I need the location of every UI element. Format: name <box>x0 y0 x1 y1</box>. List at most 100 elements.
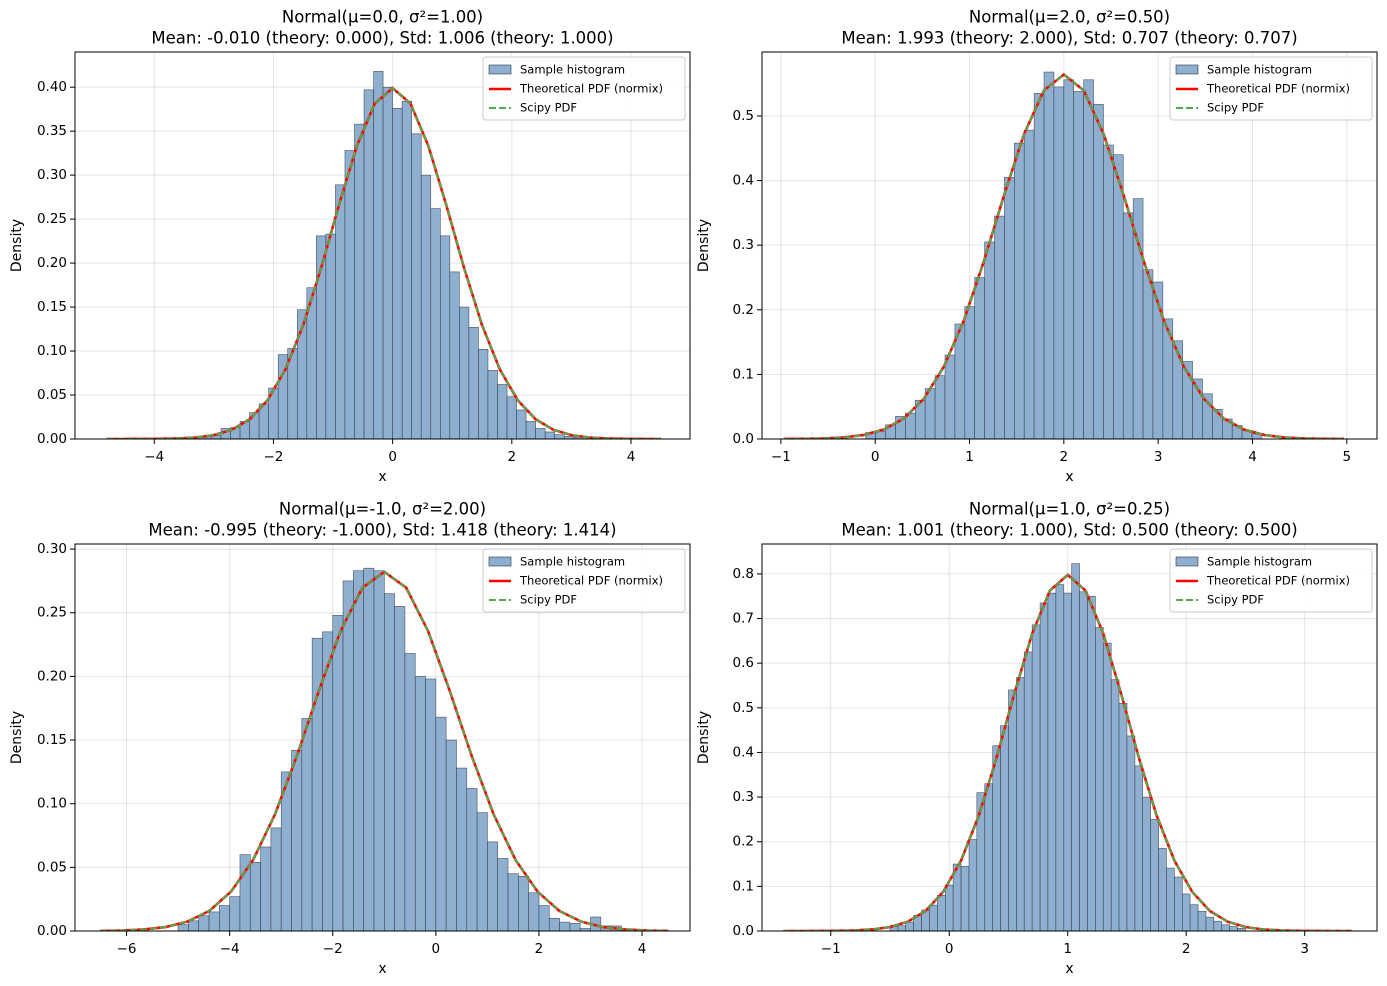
legend-label: Theoretical PDF (normix) <box>519 574 663 588</box>
histogram-bar <box>1014 142 1025 439</box>
y-tick-label: 0.40 <box>37 79 67 95</box>
legend-label: Scipy PDF <box>1207 593 1264 607</box>
chart-subtitle: Mean: 1.001 (theory: 1.000), Std: 0.500 … <box>841 521 1297 540</box>
axes-frame <box>761 51 1378 440</box>
x-tick-label: 3 <box>1300 941 1309 957</box>
histogram-bar <box>974 277 985 439</box>
histogram-bar <box>445 739 457 931</box>
histogram-bar <box>1087 595 1096 931</box>
histogram-bar <box>342 580 354 931</box>
y-tick-label: 0.30 <box>37 167 67 183</box>
y-tick-label: 0.5 <box>733 700 754 716</box>
chart-title: Normal(μ=-1.0, σ²=2.00) <box>279 500 486 519</box>
histogram-bar <box>1071 563 1080 931</box>
x-tick-label: 0 <box>388 449 397 465</box>
x-tick-label: −2 <box>263 449 283 465</box>
y-tick-label: 0.00 <box>37 923 67 939</box>
legend: Sample histogram Theoretical PDF (normix)… <box>482 548 686 613</box>
histogram-bar <box>411 133 422 439</box>
legend-box <box>482 56 686 121</box>
histogram-bar <box>525 421 536 439</box>
histogram-bar <box>960 865 970 931</box>
histogram-bar <box>353 570 364 931</box>
histogram-bar <box>1079 591 1088 931</box>
subplot: Normal(μ=1.0, σ²=0.25) Mean: 1.001 (theor… <box>696 500 1378 977</box>
histogram-bar <box>1221 924 1231 931</box>
histogram-bar <box>968 839 978 931</box>
legend-swatch <box>488 556 512 567</box>
histogram-bar <box>538 905 550 931</box>
histogram-bar <box>1063 592 1072 931</box>
histogram-bar <box>984 783 994 931</box>
legend-label: Sample histogram <box>520 63 625 77</box>
y-tick-label: 0.20 <box>37 255 67 271</box>
histogram-bar <box>425 678 437 931</box>
histogram-bar <box>954 323 966 439</box>
x-tick-label: 2 <box>535 941 544 957</box>
histogram-bar <box>270 827 282 931</box>
histogram-bar <box>934 375 946 439</box>
histogram-bar <box>1229 926 1238 931</box>
legend-swatch <box>1175 64 1199 75</box>
legend-label: Theoretical PDF (normix) <box>519 82 663 96</box>
chart-title: Normal(μ=1.0, σ²=0.25) <box>969 500 1170 519</box>
y-tick-label: 0.1 <box>733 366 754 382</box>
histogram-bar <box>249 861 261 931</box>
histogram-bar <box>569 923 581 931</box>
histogram-bar <box>414 676 426 931</box>
subplot: Normal(μ=0.0, σ²=1.00) Mean: -0.010 (theo… <box>9 8 691 485</box>
x-tick-label: 0 <box>432 941 441 957</box>
x-tick-label: −1 <box>771 449 791 465</box>
histogram-bar <box>1031 624 1041 931</box>
y-tick-label: 0.15 <box>37 732 67 748</box>
histogram-bar <box>478 348 489 439</box>
x-axis-label: x <box>378 961 386 977</box>
histogram-bar <box>466 788 478 931</box>
histogram-bar <box>1033 93 1045 439</box>
histogram-bar <box>905 921 914 931</box>
histogram-bar <box>394 606 406 931</box>
histogram-bar <box>456 767 468 931</box>
histogram-bar <box>1053 86 1065 439</box>
histogram-bar <box>518 875 529 931</box>
y-tick-label: 0.25 <box>37 211 67 227</box>
histogram-bar <box>229 896 241 931</box>
histogram-bar <box>945 884 954 931</box>
histogram-bar <box>1118 703 1128 931</box>
y-tick-label: 0.5 <box>733 108 754 124</box>
histogram-bar <box>1166 867 1175 931</box>
histogram-bar <box>1205 916 1215 931</box>
histogram-bar <box>1093 104 1104 439</box>
histogram-bar <box>373 570 385 931</box>
histogram-bar <box>507 873 519 931</box>
histogram-bar <box>1000 725 1009 931</box>
x-tick-label: 2 <box>1060 449 1069 465</box>
axes-frame <box>761 543 1378 932</box>
histogram-bar <box>1063 79 1075 439</box>
histogram-bar <box>937 894 946 931</box>
histogram-bar <box>1102 642 1112 931</box>
histogram-bar <box>1158 848 1167 931</box>
histogram-bar <box>459 306 470 439</box>
legend-label: Scipy PDF <box>1207 101 1264 115</box>
histogram-bar <box>1103 144 1114 439</box>
y-tick-label: 0.0 <box>733 431 754 447</box>
histogram-bar <box>363 567 375 931</box>
y-tick-label: 0.2 <box>733 834 754 850</box>
x-tick-label: 5 <box>1343 449 1352 465</box>
histogram-bar <box>476 812 488 931</box>
histogram-bar <box>1189 904 1199 931</box>
subplot: Normal(μ=2.0, σ²=0.50) Mean: 1.993 (theor… <box>696 8 1378 485</box>
y-tick-label: 0.6 <box>733 655 754 671</box>
x-tick-label: 2 <box>1182 941 1191 957</box>
histogram-bar <box>897 925 907 931</box>
x-axis-label: x <box>1065 961 1073 977</box>
histogram-bar <box>1004 177 1015 439</box>
histogram-bar <box>528 892 540 931</box>
x-tick-label: 4 <box>627 449 636 465</box>
histogram-bar <box>1023 651 1033 931</box>
x-tick-label: 1 <box>965 449 974 465</box>
histogram-bar <box>1047 592 1057 931</box>
x-tick-label: 4 <box>1248 449 1257 465</box>
